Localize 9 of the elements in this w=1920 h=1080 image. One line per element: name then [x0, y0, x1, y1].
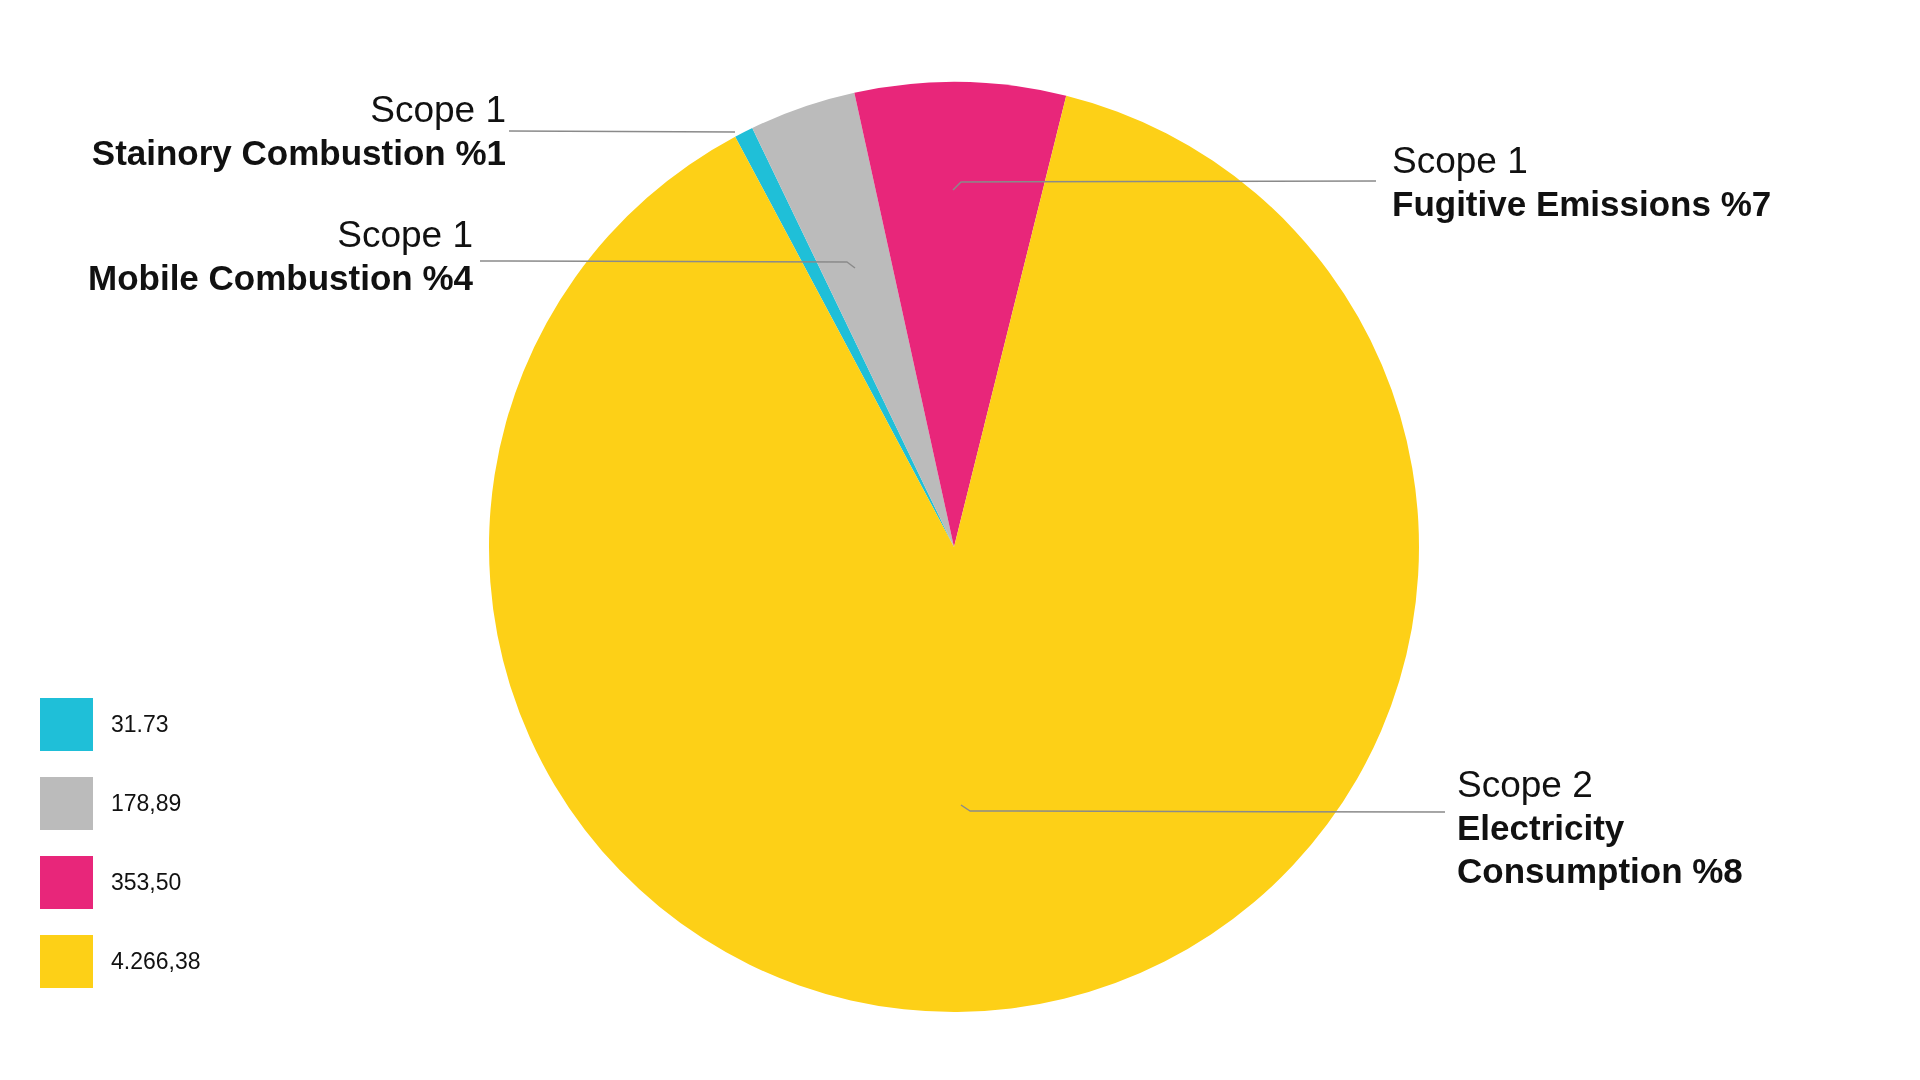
legend-label: 31.73: [111, 710, 169, 737]
text: Scope 1 Mobile Combustion %4: [88, 214, 474, 297]
text: Scope 2 Electricity Consumption %8: [1457, 764, 1743, 890]
pie-slice: [854, 82, 1067, 547]
legend-label: 4.266,38: [111, 947, 201, 974]
legend-label: 178,89: [111, 789, 182, 816]
text: Scope 1 Fugitive Emissions %7: [1392, 140, 1772, 223]
legend-label: 353,50: [111, 868, 182, 895]
text: Scope 1 Stainory Combustion %1: [91, 89, 506, 172]
